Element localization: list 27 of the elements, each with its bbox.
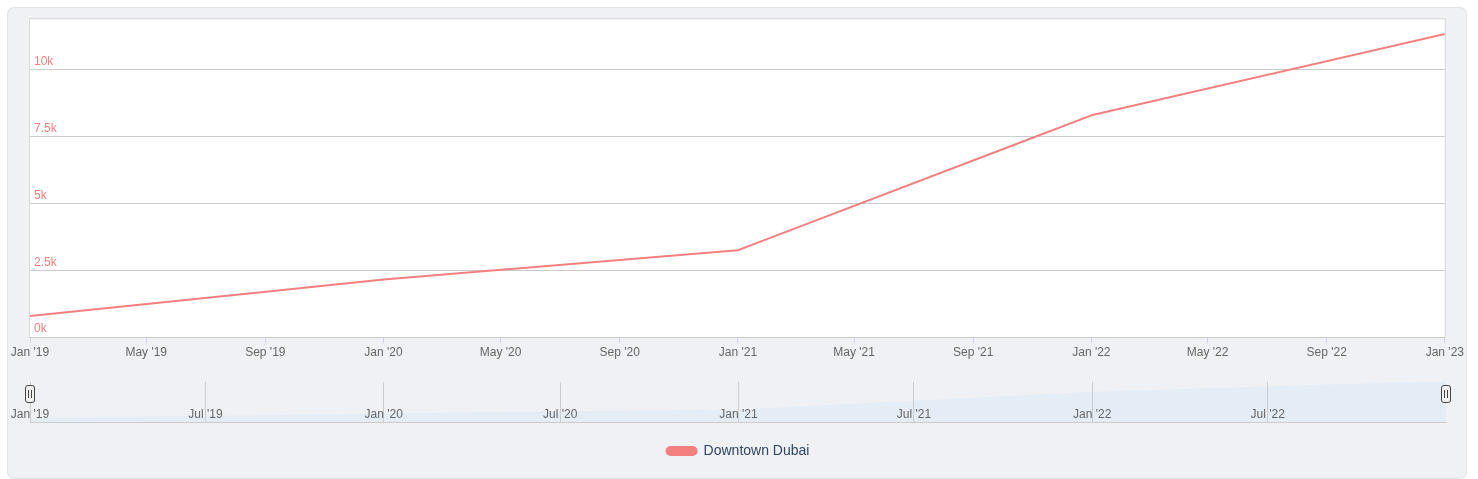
x-tick-label: Sep '20 [599, 344, 641, 359]
x-tick-label: May '20 [479, 344, 522, 359]
x-tick-label: Jan '19 [10, 344, 50, 359]
x-tick-label: May '19 [125, 344, 168, 359]
y-tick-label: 0k [34, 321, 48, 336]
legend-label: Downtown Dubai [703, 441, 810, 458]
x-tick-label: Jan '21 [718, 344, 758, 359]
x-tick-label: Jan '21 [719, 406, 758, 421]
y-tick-label: 5k [34, 187, 48, 202]
x-tick-label: Jan '23 [1425, 344, 1465, 359]
y-tick-label: 2.5k [34, 254, 58, 269]
x-tick-label: Jan '19 [10, 406, 50, 421]
x-tick-label: Jul '19 [188, 406, 223, 421]
x-tick-label: May '22 [1186, 344, 1229, 359]
x-tick-label: Jul '22 [1250, 406, 1286, 421]
x-tick-label: Sep '19 [245, 344, 286, 359]
x-tick-label: Jan '22 [1072, 344, 1111, 359]
y-tick-label: 10k [34, 54, 55, 69]
x-tick-label: Sep '21 [953, 344, 994, 359]
x-tick-label: Jul '20 [543, 406, 578, 421]
x-tick-label: Jan '20 [364, 406, 404, 421]
x-tick-label: May '21 [833, 344, 876, 359]
y-tick-label: 7.5k [34, 121, 58, 136]
x-tick-label: Jul '21 [896, 406, 932, 421]
x-tick-label: Sep '22 [1306, 344, 1348, 359]
x-tick-label: Jan '20 [364, 344, 403, 359]
x-tick-label: Jan '22 [1073, 406, 1112, 421]
